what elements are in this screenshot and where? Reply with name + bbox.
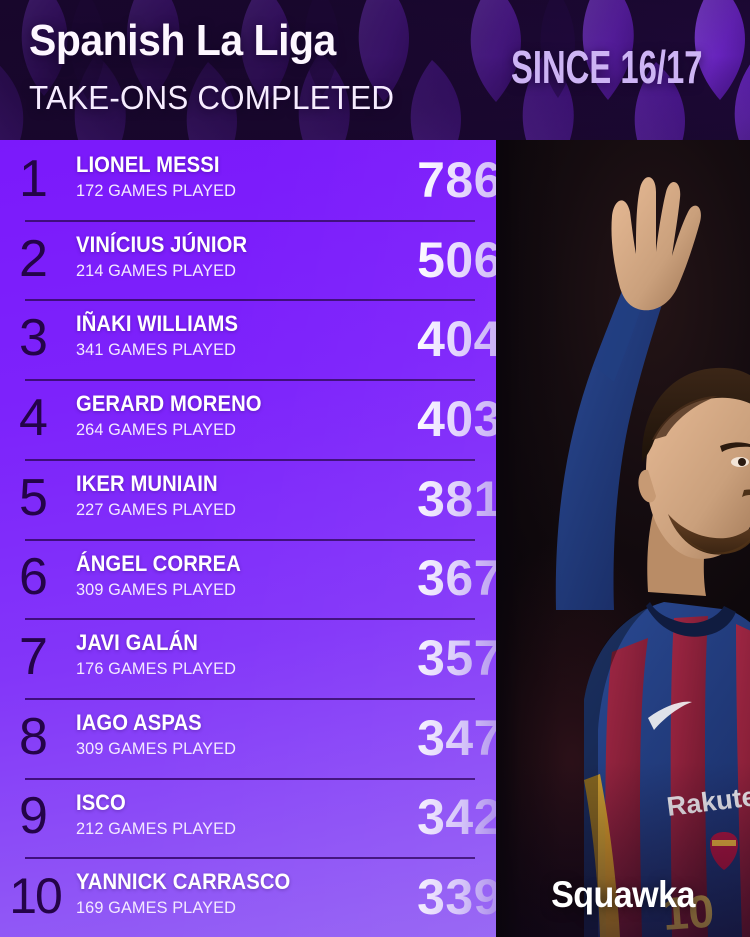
rank-number: 9: [19, 787, 48, 846]
games-played-label: 169 GAMES PLAYED: [76, 898, 236, 918]
rank-number: 6: [19, 548, 48, 607]
ranking-row: 1 LIONEL MESSI 172 GAMES PLAYED 786: [0, 140, 496, 220]
rank-number: 10: [9, 868, 63, 925]
rank-number: 4: [19, 388, 48, 447]
row-divider: [25, 538, 475, 541]
games-played-label: 309 GAMES PLAYED: [76, 579, 236, 599]
row-divider: [25, 697, 475, 700]
take-ons-value: 786: [417, 155, 496, 205]
ranking-list: 1 LIONEL MESSI 172 GAMES PLAYED 786 2 VINÍCIU…: [0, 140, 496, 937]
row-divider: [25, 777, 475, 780]
rank-number: 1: [19, 149, 48, 208]
games-played-label: 227 GAMES PLAYED: [76, 499, 236, 519]
ranking-row: 4 GERARD MORENO 264 GAMES PLAYED 403: [0, 379, 496, 459]
squawka-logo: Squawka: [551, 874, 695, 915]
take-ons-value: 381: [417, 474, 496, 524]
take-ons-value: 339: [417, 872, 496, 922]
ranking-row: 6 ÁNGEL CORREA 309 GAMES PLAYED 367: [0, 538, 496, 619]
player-name: IÑAKI WILLIAMS: [76, 311, 239, 337]
games-played-label: 341 GAMES PLAYED: [76, 340, 236, 360]
games-played-label: 176 GAMES PLAYED: [76, 659, 236, 679]
take-ons-value: 342: [417, 792, 496, 842]
player-name: ISCO: [76, 789, 126, 815]
take-ons-value: 404: [417, 314, 496, 364]
player-name: IAGO ASPAS: [76, 709, 202, 735]
row-divider: [25, 379, 475, 382]
rank-number: 8: [19, 707, 48, 766]
ranking-row: 5 IKER MUNIAIN 227 GAMES PLAYED 381: [0, 458, 496, 539]
games-played-label: 309 GAMES PLAYED: [76, 738, 236, 758]
take-ons-value: 347: [417, 713, 496, 763]
page-title: Spanish La Liga: [29, 16, 336, 65]
messi-photo: Rakuten 10: [496, 140, 750, 937]
player-name: ÁNGEL CORREA: [76, 550, 241, 576]
ranking-row: 2 VINÍCIUS JÚNIOR 214 GAMES PLAYED 506: [0, 219, 496, 300]
take-ons-value: 403: [417, 394, 496, 444]
row-divider: [25, 299, 475, 302]
row-divider: [25, 618, 475, 621]
games-played-label: 214 GAMES PLAYED: [76, 260, 236, 280]
ranking-row: 8 IAGO ASPAS 309 GAMES PLAYED 347: [0, 697, 496, 778]
take-ons-value: 506: [417, 235, 496, 285]
take-ons-value: 367: [417, 553, 496, 603]
player-name: VINÍCIUS JÚNIOR: [76, 231, 248, 257]
take-ons-value: 357: [417, 633, 496, 683]
player-name: YANNICK CARRASCO: [76, 869, 291, 895]
player-name: LIONEL MESSI: [76, 152, 220, 177]
games-played-label: 264 GAMES PLAYED: [76, 420, 236, 440]
player-name: IKER MUNIAIN: [76, 470, 218, 496]
ranking-row: 3 IÑAKI WILLIAMS 341 GAMES PLAYED 404: [0, 299, 496, 379]
rank-number: 3: [19, 309, 48, 368]
row-divider: [25, 219, 475, 222]
games-played-label: 212 GAMES PLAYED: [76, 818, 236, 838]
ranking-row: 10 YANNICK CARRASCO 169 GAMES PLAYED 339: [0, 857, 496, 937]
rank-number: 2: [19, 229, 48, 288]
player-photo-panel: Rakuten 10 Squawka: [496, 140, 750, 937]
games-played-label: 172 GAMES PLAYED: [76, 181, 236, 200]
page-subtitle: TAKE-ONS COMPLETED: [29, 79, 395, 116]
row-divider: [25, 857, 475, 860]
player-name: JAVI GALÁN: [76, 630, 199, 656]
header-banner: Spanish La Liga TAKE-ONS COMPLETED SINCE…: [0, 0, 750, 140]
ranking-row: 9 ISCO 212 GAMES PLAYED 342: [0, 777, 496, 858]
player-name: GERARD MORENO: [76, 391, 262, 417]
row-divider: [25, 458, 475, 461]
since-label: SINCE 16/17: [511, 40, 703, 94]
ranking-row: 7 JAVI GALÁN 176 GAMES PLAYED 357: [0, 618, 496, 698]
rank-number: 7: [19, 627, 48, 686]
rank-number: 5: [19, 468, 48, 527]
